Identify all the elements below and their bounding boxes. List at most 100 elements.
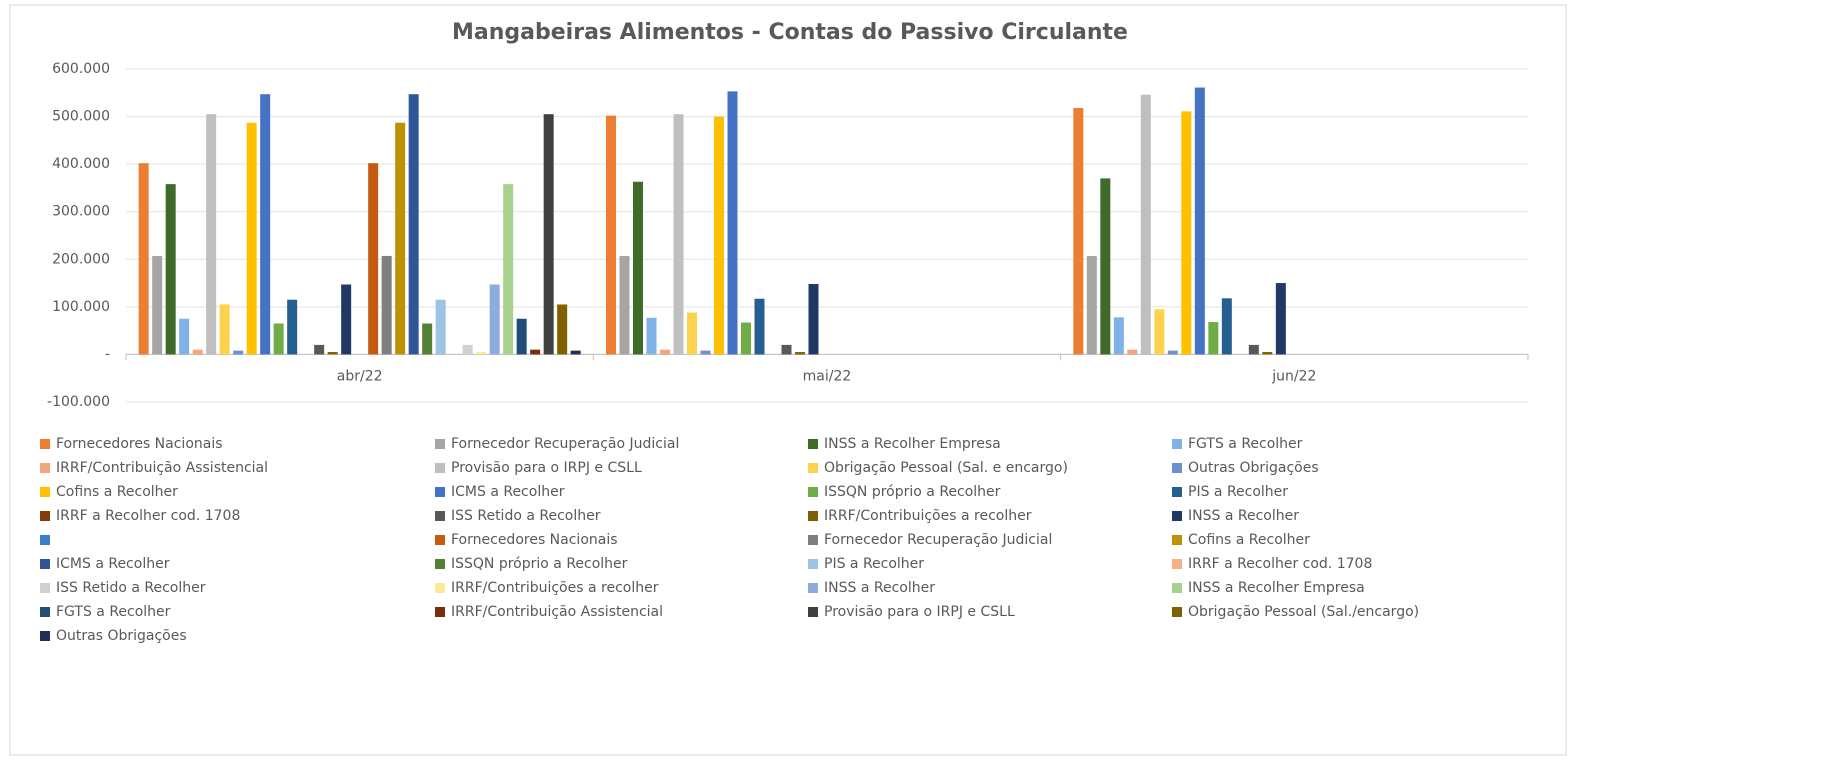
bar: [368, 163, 379, 355]
bar: [619, 255, 630, 355]
bar: [1275, 283, 1286, 355]
legend-swatch: [40, 463, 50, 473]
bar: [795, 352, 805, 355]
y-tick-label: 200.000: [52, 251, 110, 267]
legend-swatch: [808, 439, 818, 449]
bar: [741, 322, 751, 355]
legend-swatch: [435, 487, 445, 497]
bar: [714, 116, 724, 355]
legend-swatch: [1172, 487, 1182, 497]
bar: [152, 255, 163, 355]
legend-label: Outras Obrigações: [56, 628, 187, 644]
legend-label: Cofins a Recolher: [1188, 532, 1310, 548]
legend-label: Obrigação Pessoal (Sal./encargo): [1188, 604, 1419, 620]
y-tick-label: -100.000: [47, 394, 110, 410]
legend-label: INSS a Recolher Empresa: [1188, 580, 1365, 596]
bar: [754, 298, 765, 355]
bar: [1208, 322, 1219, 355]
legend-swatch: [808, 583, 818, 593]
legend-label: IRRF/Contribuição Assistencial: [56, 460, 268, 476]
legend-label: FGTS a Recolher: [56, 604, 171, 620]
legend-swatch: [1172, 535, 1182, 545]
bar: [530, 349, 541, 355]
bar: [219, 304, 230, 355]
bar: [179, 318, 190, 355]
y-tick-label: 100.000: [52, 299, 110, 315]
legend-swatch: [1172, 439, 1182, 449]
legend-swatch: [40, 583, 50, 593]
bar: [341, 284, 352, 355]
bar: [287, 299, 298, 355]
bar: [206, 114, 217, 355]
legend-label: Obrigação Pessoal (Sal. e encargo): [824, 460, 1068, 476]
x-tick-label: jun/22: [1271, 368, 1316, 384]
legend-label: ISS Retido a Recolher: [451, 508, 601, 524]
legend-label: IRRF a Recolher cod. 1708: [56, 508, 240, 524]
legend-swatch: [40, 559, 50, 569]
y-tick-label: 600.000: [52, 61, 110, 77]
y-tick-label: 300.000: [52, 204, 110, 220]
legend-label: ICMS a Recolher: [451, 484, 565, 500]
legend-label: FGTS a Recolher: [1188, 436, 1303, 452]
bar: [673, 114, 684, 355]
x-tick-label: mai/22: [803, 368, 852, 384]
bar: [727, 91, 738, 355]
bar: [633, 181, 643, 355]
legend-swatch: [1172, 463, 1182, 473]
legend-swatch: [808, 535, 818, 545]
legend-label: Outras Obrigações: [1188, 460, 1319, 476]
legend-swatch: [808, 487, 818, 497]
bar: [381, 255, 392, 355]
bar: [570, 350, 581, 355]
legend-label: IRRF/Contribuição Assistencial: [451, 604, 663, 620]
legend-label: INSS a Recolher: [1188, 508, 1299, 524]
bar: [1127, 349, 1138, 355]
bar: [260, 94, 271, 355]
legend-label: IRRF/Contribuições a recolher: [451, 580, 659, 596]
bar: [606, 115, 616, 355]
legend-swatch: [435, 535, 445, 545]
chart-title: Mangabeiras Alimentos - Contas do Passiv…: [452, 20, 1128, 45]
y-tick-label: 400.000: [52, 156, 110, 172]
legend-label: Fornecedor Recuperação Judicial: [451, 436, 679, 452]
legend-label: INSS a Recolher Empresa: [824, 436, 1001, 452]
legend-swatch: [435, 439, 445, 449]
legend-label: Fornecedor Recuperação Judicial: [824, 532, 1052, 548]
bar: [1262, 352, 1273, 355]
bar: [165, 184, 176, 355]
legend-label: Provisão para o IRPJ e CSLL: [824, 604, 1015, 620]
legend-swatch: [1172, 607, 1182, 617]
bar: [408, 94, 419, 355]
legend-swatch: [1172, 511, 1182, 521]
legend-label: INSS a Recolher: [824, 580, 935, 596]
bar: [1140, 94, 1151, 355]
bar: [314, 344, 325, 355]
legend-label: ICMS a Recolher: [56, 556, 170, 572]
legend-swatch: [435, 607, 445, 617]
bar: [489, 284, 500, 355]
bar: [395, 122, 406, 355]
legend-swatch: [40, 607, 50, 617]
bar: [660, 349, 670, 355]
bar: [476, 352, 487, 355]
bar: [327, 352, 338, 355]
bar: [462, 344, 473, 355]
y-tick-label: 500.000: [52, 109, 110, 125]
bar: [233, 350, 244, 355]
bar: [1113, 317, 1124, 355]
bar: [646, 317, 657, 355]
legend-label: Fornecedores Nacionais: [451, 532, 618, 548]
legend-swatch: [40, 439, 50, 449]
bar: [246, 122, 257, 355]
legend-swatch: [435, 511, 445, 521]
legend-label: Cofins a Recolher: [56, 484, 178, 500]
legend-swatch: [40, 511, 50, 521]
bar: [1221, 298, 1232, 355]
legend-label: ISS Retido a Recolher: [56, 580, 206, 596]
bar: [1181, 111, 1192, 355]
legend-swatch: [1172, 559, 1182, 569]
bar: [1194, 87, 1205, 355]
legend-swatch: [808, 463, 818, 473]
